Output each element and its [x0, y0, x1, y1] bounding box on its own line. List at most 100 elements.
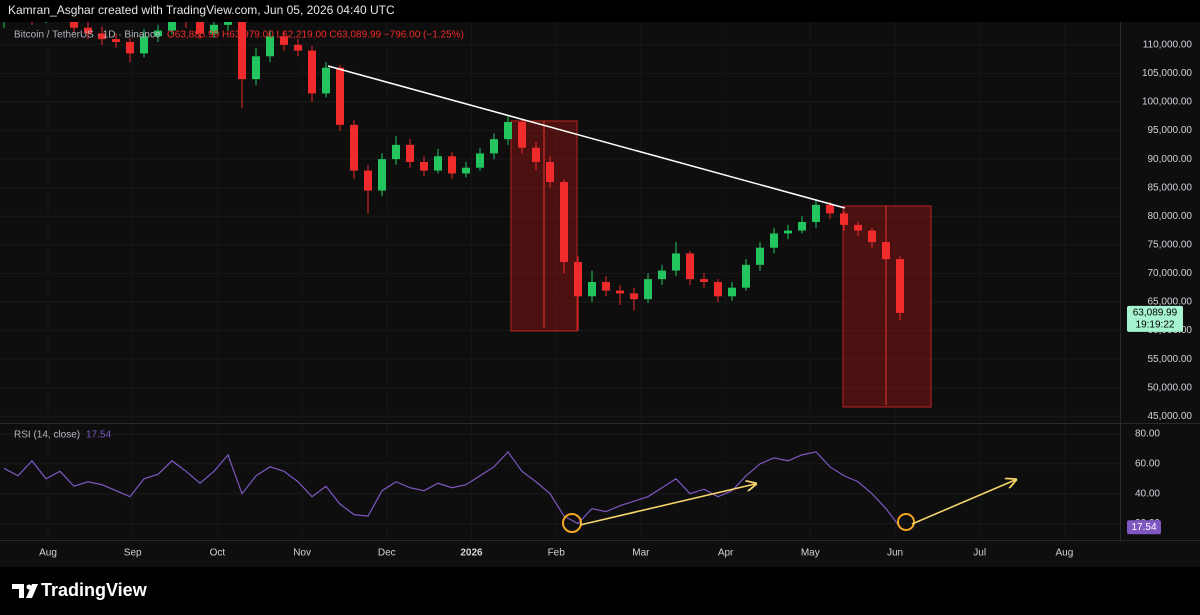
x-tick-label: Jun — [887, 548, 903, 559]
x-tick-label: Sep — [124, 548, 142, 559]
x-tick-label: May — [801, 548, 820, 559]
y-tick-label: 105,000.00 — [1142, 68, 1192, 79]
candle-body — [784, 230, 792, 234]
y-tick-label: 65,000.00 — [1148, 297, 1193, 308]
candle-body — [70, 22, 78, 28]
x-tick-label: Dec — [378, 548, 396, 559]
candle-body — [210, 24, 218, 34]
candles — [3, 22, 904, 331]
y-tick-label: 45,000.00 — [1148, 411, 1193, 422]
candle-body — [98, 33, 106, 40]
rsi-line — [3, 450, 901, 528]
candle-body — [630, 293, 638, 300]
candle-body — [756, 247, 764, 265]
x-tick-label: Nov — [293, 548, 311, 559]
candle-body — [140, 36, 148, 54]
candle-body — [658, 270, 666, 280]
candle-body — [126, 42, 134, 54]
y-tick-label: 85,000.00 — [1148, 182, 1193, 193]
rsi-drawings — [562, 480, 1015, 533]
y-tick-label: 80,000.00 — [1148, 211, 1193, 222]
candle-body — [490, 139, 498, 154]
candle-body — [266, 36, 274, 57]
candle-body — [672, 253, 680, 271]
candle-body — [322, 67, 330, 94]
rsi-legend: RSI (14, close) — [14, 430, 80, 441]
candle-body — [364, 170, 372, 191]
x-tick-label: 2026 — [460, 548, 483, 559]
candle-body — [812, 204, 820, 222]
candle-body — [896, 259, 904, 313]
price-tag — [1127, 305, 1183, 332]
candle-body — [728, 287, 736, 297]
candle-body — [280, 36, 288, 45]
y-tick-label: 110,000.00 — [1143, 39, 1193, 50]
footer: TradingView — [12, 580, 148, 600]
candle-body — [616, 290, 624, 294]
candle-body — [574, 262, 582, 297]
candle-body — [392, 144, 400, 160]
y-tick-label: 55,000.00 — [1148, 354, 1193, 365]
x-tick-label: Mar — [632, 548, 650, 559]
x-tick-label: Oct — [210, 548, 226, 559]
candle-body — [770, 233, 778, 248]
trendline — [327, 65, 846, 209]
candle-body — [294, 44, 302, 51]
candle-body — [504, 122, 512, 140]
rsi-tick-label: 40.00 — [1135, 488, 1160, 499]
highlight-circle — [562, 513, 582, 533]
x-tick-label: Feb — [548, 548, 566, 559]
candle-body — [224, 22, 232, 25]
candle-body — [532, 147, 540, 162]
candle-body — [336, 67, 344, 125]
candle-body — [882, 242, 890, 260]
candle-body — [84, 27, 92, 34]
candle-body — [378, 159, 386, 191]
chart-area — [0, 22, 1200, 567]
candle-body — [168, 22, 176, 31]
header-title: Kamran_Asghar created with TradingView.c… — [8, 3, 395, 17]
candle-body — [196, 22, 204, 34]
rsi-tag-label: 17.54 — [1131, 522, 1156, 533]
symbol-legend: Bitcoin / TetherUS · 1D · Binance — [14, 30, 161, 41]
candle-body — [252, 56, 260, 80]
candle-body — [448, 156, 456, 174]
rsi-legend-value: 17.54 — [86, 430, 111, 441]
candle-body — [686, 253, 694, 280]
candle-body — [546, 162, 554, 182]
grid — [0, 22, 1120, 540]
candle-body — [308, 50, 316, 94]
highlight-circle — [897, 513, 915, 531]
drop-box — [842, 205, 932, 408]
candle-body — [602, 282, 610, 291]
y-tick-label: 100,000.00 — [1142, 97, 1192, 108]
candle-body — [434, 156, 442, 171]
y-tick-label: 70,000.00 — [1148, 268, 1193, 279]
candle-body — [840, 213, 848, 225]
candle-body — [518, 122, 526, 148]
candle-body — [854, 224, 862, 231]
price-tag-label: 63,089.99 — [1133, 308, 1178, 319]
divergence-arrow — [579, 484, 755, 526]
candle-body — [714, 282, 722, 297]
x-tick-label: Aug — [1056, 548, 1074, 559]
candle-body — [588, 282, 596, 297]
y-tick-label: 50,000.00 — [1148, 382, 1193, 393]
candle-body — [742, 264, 750, 288]
candle-body — [112, 39, 120, 42]
candle-body — [826, 204, 834, 214]
rsi-tag — [1127, 520, 1161, 535]
rsi-pane — [3, 450, 901, 528]
candle-body — [462, 167, 470, 174]
candle-body — [560, 182, 568, 262]
x-tick-label: Apr — [718, 548, 734, 559]
y-tick-label: 90,000.00 — [1148, 154, 1193, 165]
x-tick-label: Jul — [973, 548, 986, 559]
candle-body — [238, 22, 246, 80]
brand: TradingView — [41, 580, 148, 600]
divergence-arrow — [911, 480, 1015, 525]
rsi-tick-label: 80.00 — [1135, 429, 1160, 440]
candle-body — [154, 30, 162, 37]
candle-body — [406, 144, 414, 162]
